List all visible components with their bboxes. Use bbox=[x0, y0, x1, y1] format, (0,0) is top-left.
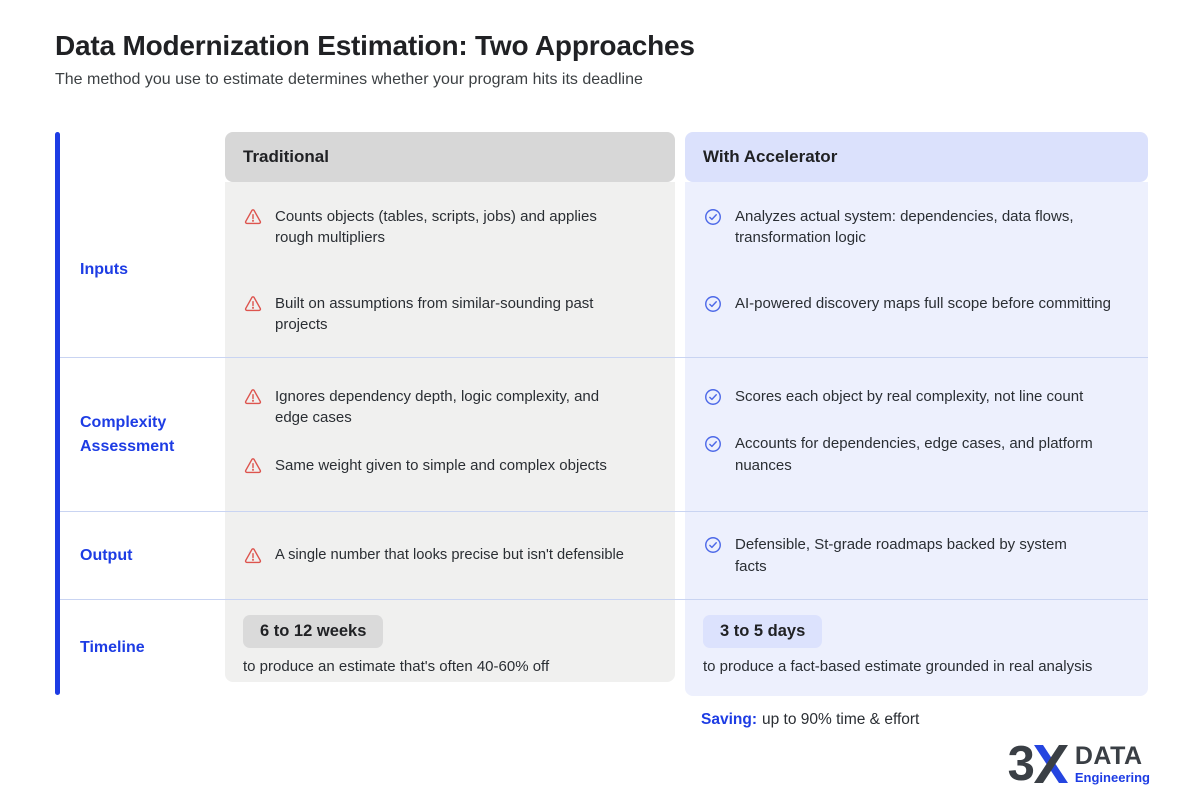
saving-label: Saving: bbox=[701, 711, 757, 728]
accent-bar bbox=[55, 132, 60, 695]
table-row-timeline: Timeline 6 to 12 weeks to produce an est… bbox=[55, 599, 1148, 696]
comparison-item: Ignores dependency depth, logic complexi… bbox=[243, 386, 659, 429]
page-header: Data Modernization Estimation: Two Appro… bbox=[55, 30, 695, 89]
item-text: AI-powered discovery maps full scope bef… bbox=[735, 294, 1111, 312]
row-label-inputs: Inputs bbox=[80, 260, 128, 278]
logo-subtitle: Engineering bbox=[1074, 769, 1150, 785]
saving-text: up to 90% time & effort bbox=[761, 711, 920, 728]
comparison-item: Same weight given to simple and complex … bbox=[243, 455, 659, 476]
company-logo: 3 DATA Engineering bbox=[1007, 736, 1150, 791]
table-header-row: Traditional With Accelerator bbox=[55, 132, 1148, 182]
cell-output-accelerator: Defensible, St-grade roadmaps backed by … bbox=[685, 512, 1148, 599]
comparison-item: A single number that looks precise but i… bbox=[243, 545, 659, 566]
item-text: Analyzes actual system: dependencies, da… bbox=[735, 208, 1074, 247]
page-subtitle: The method you use to estimate determine… bbox=[55, 71, 643, 88]
row-label-spacer bbox=[55, 132, 225, 182]
timeline-badge-accelerator: 3 to 5 days bbox=[703, 615, 823, 648]
logo-number: 3 bbox=[1007, 736, 1035, 791]
logo-x-icon bbox=[1033, 744, 1068, 783]
cell-output-traditional: A single number that looks precise but i… bbox=[225, 512, 675, 599]
page-title: Data Modernization Estimation: Two Appro… bbox=[55, 30, 695, 61]
check-icon bbox=[705, 389, 721, 405]
logo-name: DATA bbox=[1074, 741, 1143, 770]
check-icon bbox=[705, 537, 721, 554]
cell-inputs-traditional: Counts objects (tables, scripts, jobs) a… bbox=[225, 182, 675, 357]
cell-inputs-accelerator: Analyzes actual system: dependencies, da… bbox=[685, 182, 1148, 357]
cell-timeline-traditional: 6 to 12 weeks to produce an estimate tha… bbox=[225, 600, 675, 682]
cell-complexity-accelerator: Scores each object by real complexity, n… bbox=[685, 358, 1148, 511]
comparison-item: Analyzes actual system: dependencies, da… bbox=[703, 206, 1132, 249]
item-text: Ignores dependency depth, logic complexi… bbox=[275, 388, 600, 427]
row-label-output: Output bbox=[80, 546, 133, 564]
item-text: Defensible, St-grade roadmaps backed by … bbox=[735, 536, 1067, 575]
comparison-item: Scores each object by real complexity, n… bbox=[703, 386, 1132, 407]
check-icon bbox=[705, 209, 721, 225]
cell-timeline-accelerator: 3 to 5 days to produce a fact-based esti… bbox=[685, 600, 1148, 696]
saving-line: Saving: up to 90% time & effort bbox=[701, 711, 1148, 729]
warning-icon bbox=[244, 295, 262, 311]
item-text: Same weight given to simple and complex … bbox=[275, 456, 607, 474]
check-icon bbox=[705, 295, 721, 312]
comparison-table: Traditional With Accelerator Inputs Coun… bbox=[55, 132, 1148, 729]
comparison-item: AI-powered discovery maps full scope bef… bbox=[703, 293, 1132, 314]
timeline-note-traditional: to produce an estimate that's often 40-6… bbox=[243, 658, 550, 675]
warning-icon bbox=[244, 457, 262, 473]
item-text: Scores each object by real complexity, n… bbox=[735, 388, 1084, 405]
column-header-traditional: Traditional bbox=[225, 132, 675, 182]
row-label-complexity: Complexity Assessment bbox=[80, 414, 175, 455]
cell-complexity-traditional: Ignores dependency depth, logic complexi… bbox=[225, 358, 675, 511]
warning-icon bbox=[244, 389, 262, 405]
row-label-timeline: Timeline bbox=[80, 639, 145, 657]
timeline-badge-traditional: 6 to 12 weeks bbox=[243, 615, 384, 648]
logo-3x-mark: 3 bbox=[1007, 736, 1068, 791]
logo-text: DATA Engineering bbox=[1074, 741, 1150, 785]
table-row-complexity: Complexity Assessment Ignores dependency… bbox=[55, 357, 1148, 511]
table-row-output: Output A single number that looks precis… bbox=[55, 511, 1148, 599]
column-header-accelerator: With Accelerator bbox=[685, 132, 1148, 182]
comparison-item: Defensible, St-grade roadmaps backed by … bbox=[703, 534, 1132, 577]
comparison-item: Built on assumptions from similar-soundi… bbox=[243, 293, 659, 336]
timeline-note-accelerator: to produce a fact-based estimate grounde… bbox=[703, 658, 1093, 675]
warning-icon bbox=[244, 209, 262, 225]
table-row-inputs: Inputs Counts objects (tables, scripts, … bbox=[55, 182, 1148, 357]
item-text: Counts objects (tables, scripts, jobs) a… bbox=[275, 208, 597, 247]
item-text: A single number that looks precise but i… bbox=[275, 547, 624, 563]
item-text: Accounts for dependencies, edge cases, a… bbox=[735, 435, 1093, 474]
item-text: Built on assumptions from similar-soundi… bbox=[275, 294, 594, 333]
comparison-item: Accounts for dependencies, edge cases, a… bbox=[703, 433, 1132, 476]
warning-icon bbox=[244, 548, 262, 564]
check-icon bbox=[705, 436, 721, 453]
comparison-item: Counts objects (tables, scripts, jobs) a… bbox=[243, 206, 659, 249]
